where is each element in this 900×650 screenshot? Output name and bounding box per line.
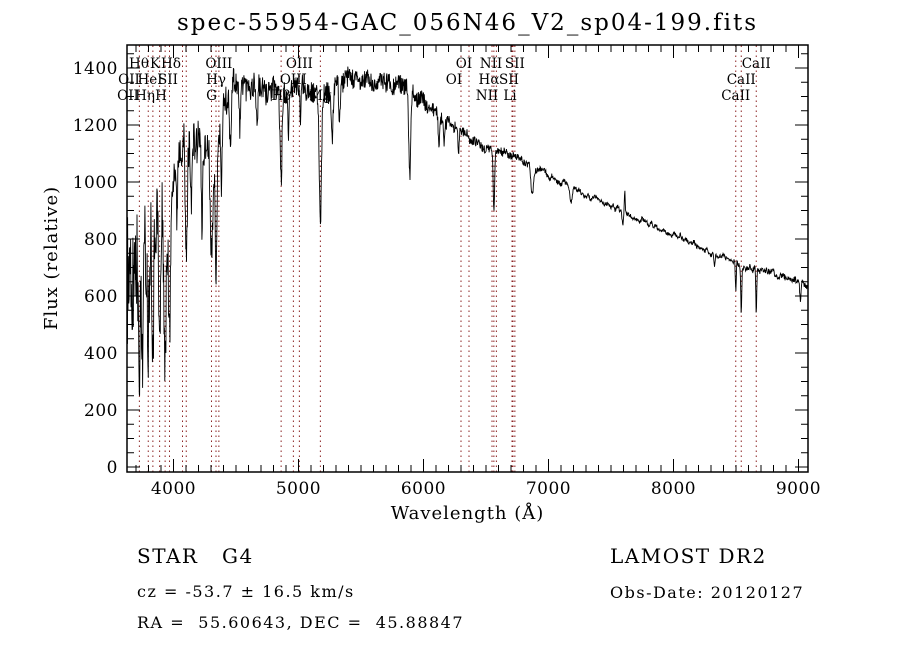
spectral-line-label: OI [456,56,472,72]
x-axis-title: Wavelength (Å) [391,502,545,524]
spectral-line-label: SII [499,72,519,88]
spectral-line-label: OI [446,72,462,88]
y-tick-label: 0 [107,458,118,478]
obs-date: Obs-Date: 20120127 [610,583,805,602]
plot-title: spec-55954-GAC_056N46_V2_sp04-199.fits [176,10,759,36]
object-class: STAR G4 [137,544,254,568]
y-tick-label: 200 [84,401,118,421]
spectral-line-label: Hα [479,72,500,88]
survey-release: LAMOST DR2 [610,544,767,568]
spectral-line-label: Hθ [129,56,149,72]
spectral-line-label: K [150,56,161,72]
spectral-line-label: NII [476,88,498,104]
spectral-line-label: Hδ [161,56,181,72]
y-tick-label: 1000 [73,173,118,193]
y-tick-label: 400 [84,344,118,364]
cz-value: cz = -53.7 ± 16.5 km/s [137,582,355,601]
spectral-line-label: CaII [721,88,750,104]
spectral-line-label: Hη [135,88,155,104]
ra-dec: RA = 55.60643, DEC = 45.88847 [137,613,465,632]
spectral-line-label: G [206,88,217,104]
spectral-line-label: CaII [742,56,771,72]
spectral-line-label: SII [158,72,178,88]
spectral-line-label: HeI [137,72,162,88]
spectral-line-label: SII [505,56,525,72]
y-axis-title: Flux (relative) [41,186,62,330]
y-tick-label: 1400 [73,59,118,79]
y-tick-label: 800 [84,230,118,250]
spectral-line-label: Li [503,88,517,104]
spectral-line-label: H [155,88,167,104]
spectrum-trace [127,66,808,396]
x-tick-label: 7000 [526,479,571,499]
y-tick-label: 600 [84,287,118,307]
spectral-line-label: Hγ [206,72,226,88]
y-tick-label: 1200 [73,116,118,136]
spectral-line-label: OII [118,72,140,88]
x-tick-label: 9000 [776,479,821,499]
x-tick-label: 4000 [151,479,196,499]
spectral-line-label: OIII [286,56,313,72]
spectral-line-label: OIII [205,56,232,72]
x-tick-label: 8000 [651,479,696,499]
x-tick-label: 6000 [401,479,446,499]
spectral-line-label: NII [480,56,502,72]
x-tick-label: 5000 [276,479,321,499]
plot-frame [126,44,809,473]
spectral-line-label: CaII [727,72,756,88]
